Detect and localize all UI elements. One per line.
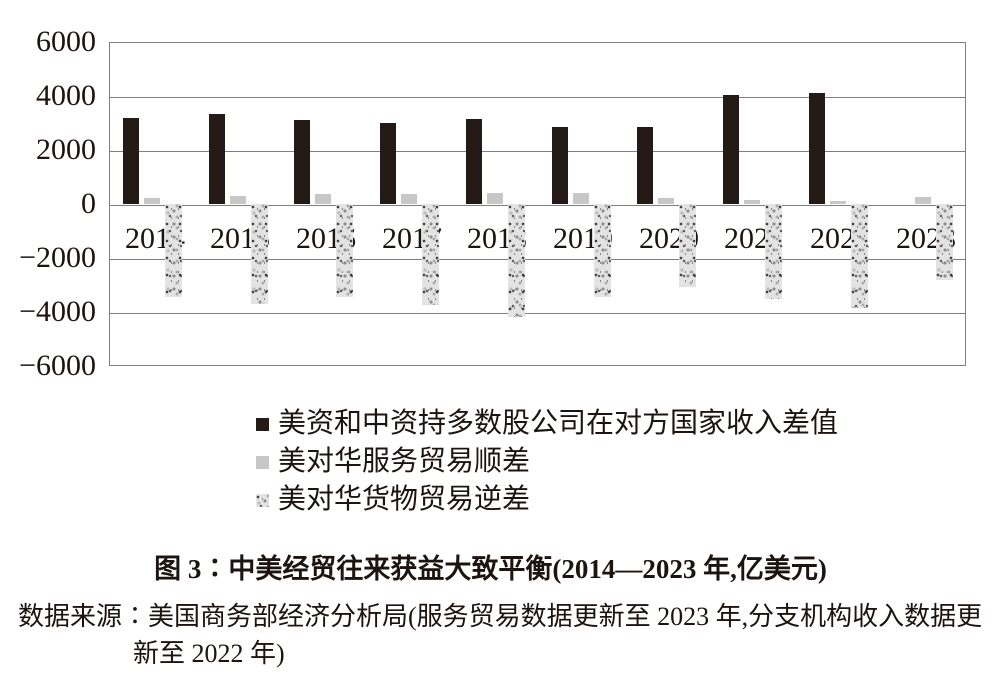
plot-area [109, 42, 966, 366]
bar-chart: 6000 4000 2000 0 −2000 −4000 −6000 2014 2015 201… [19, 25, 966, 382]
y-tick-label: −2000 [19, 241, 96, 274]
bar-s1-2021 [744, 200, 760, 204]
bar-s2-2023 [936, 204, 953, 280]
y-tick-label: 4000 [36, 79, 96, 112]
x-tick-label-2023: 2023 [896, 222, 956, 255]
bar-s0-2018 [466, 119, 482, 204]
gridline [110, 205, 965, 206]
gridline [110, 151, 965, 152]
y-tick-label: 2000 [36, 133, 96, 166]
bar-s1-2014 [144, 198, 160, 204]
bar-s2-2020 [679, 204, 696, 287]
black-square-icon [256, 417, 269, 431]
gridline [110, 97, 965, 98]
bar-s0-2014 [123, 118, 139, 204]
bar-s2-2022 [851, 204, 868, 308]
speckled-square-icon [256, 493, 269, 507]
bar-s1-2022 [830, 201, 846, 204]
x-tick-label-2017: 2017 [382, 222, 442, 255]
bar-s0-2017 [380, 123, 396, 204]
bar-s1-2018 [487, 193, 503, 204]
data-source-line1: 数据来源∶美国商务部经济分析局(服务贸易数据更新至 2023 年,分支机构收入数… [18, 602, 983, 631]
y-tick-label: −4000 [19, 295, 96, 328]
x-tick-label-2021: 2021 [724, 222, 784, 255]
x-tick-label-2015: 2015 [210, 222, 270, 255]
bar-s2-2021 [765, 204, 782, 299]
x-tick-label-2016: 2016 [296, 222, 356, 255]
bar-s1-2015 [230, 196, 246, 204]
bar-s1-2016 [315, 194, 331, 204]
x-tick-label-2018: 2018 [467, 222, 527, 255]
legend-item-services-surplus: 美对华服务贸易顺差 [256, 443, 838, 481]
x-tick-label-2014: 2014 [125, 222, 185, 255]
bar-s1-2017 [401, 194, 417, 204]
legend-item-goods-deficit: 美对华货物贸易逆差 [256, 481, 838, 519]
bar-s2-2017 [422, 204, 439, 305]
bar-s1-2020 [658, 198, 674, 204]
y-tick-label: 0 [81, 187, 96, 220]
x-tick-label-2022: 2022 [810, 222, 870, 255]
bar-s0-2021 [723, 95, 739, 204]
gray-square-icon [256, 455, 269, 469]
legend-label: 美对华货物贸易逆差 [278, 484, 531, 515]
bar-s0-2015 [209, 114, 225, 204]
legend: 美资和中资持多数股公司在对方国家收入差值 美对华服务贸易顺差 美对华货物贸易逆差 [256, 405, 838, 519]
bar-s2-2014 [165, 204, 182, 297]
x-tick-label-2020: 2020 [639, 222, 699, 255]
y-tick-label: 6000 [36, 25, 96, 58]
bar-s0-2022 [809, 93, 825, 204]
data-source-line2: 新至 2022 年) [133, 639, 285, 668]
figure-caption: 图 3∶中美经贸往来获益大致平衡(2014—2023 年,亿美元) [154, 554, 827, 584]
bar-s2-2018 [508, 204, 525, 317]
bar-s2-2019 [594, 204, 611, 297]
bar-s1-2023 [915, 197, 931, 204]
bar-s0-2016 [294, 120, 310, 204]
data-source-note: 数据来源∶美国商务部经济分析局(服务贸易数据更新至 2023 年,分支机构收入数… [18, 598, 982, 672]
legend-item-income-difference: 美资和中资持多数股公司在对方国家收入差值 [256, 405, 838, 443]
bar-s2-2015 [251, 204, 268, 304]
legend-label: 美对华服务贸易顺差 [278, 446, 531, 477]
bar-s2-2016 [336, 204, 353, 297]
legend-label: 美资和中资持多数股公司在对方国家收入差值 [278, 408, 839, 439]
y-tick-label: −6000 [19, 349, 96, 382]
gridline [110, 313, 965, 314]
gridline [110, 259, 965, 260]
x-tick-label-2019: 2019 [553, 222, 613, 255]
bar-s0-2019 [552, 127, 568, 204]
bar-s1-2019 [573, 193, 589, 204]
bar-s0-2020 [637, 127, 653, 204]
